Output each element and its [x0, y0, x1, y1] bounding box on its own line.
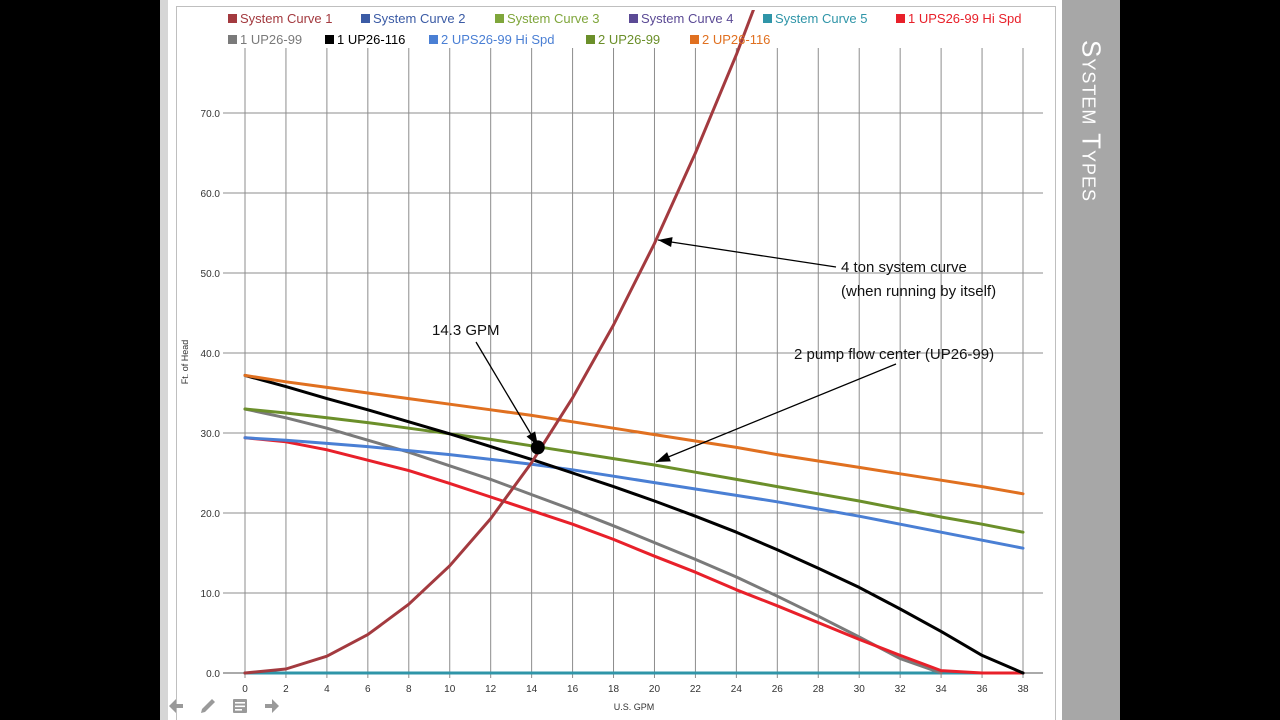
pencil-icon — [201, 699, 215, 713]
series-line-1-up26-99 — [243, 407, 943, 675]
legend-swatch — [763, 14, 772, 23]
x-tick-label: 20 — [649, 684, 661, 695]
legend-swatch — [495, 14, 504, 23]
chart-frame — [176, 6, 1056, 720]
legend-label: 2 UP26-116 — [702, 32, 770, 47]
slide-left-edge — [160, 0, 168, 720]
series-line-2-ups26-99-hi-spd — [243, 436, 1025, 550]
edit-button[interactable] — [196, 694, 220, 718]
series-line-1-up26-116 — [243, 373, 1025, 675]
y-tick-label: 30.0 — [201, 429, 221, 440]
system-curve-annotation-line1: 4 ton system curve — [841, 259, 967, 276]
legend-label: System Curve 3 — [507, 11, 599, 26]
system-curve-annotation-line2: (when running by itself) — [841, 283, 996, 300]
legend-label: 1 UPS26-99 Hi Spd — [908, 11, 1021, 26]
y-tick-label: 60.0 — [201, 189, 221, 200]
flow-center-arrow — [655, 363, 897, 463]
y-tick-label: 20.0 — [201, 509, 221, 520]
legend-swatch — [629, 14, 638, 23]
legend-label: 2 UPS26-99 Hi Spd — [441, 32, 554, 47]
system-curve-arrow — [657, 239, 837, 268]
x-tick-label: 2 — [283, 684, 289, 695]
chart-annotations: 14.3 GPM 4 ton system curve (when running … — [432, 237, 996, 463]
x-tick-label: 32 — [895, 684, 907, 695]
legend-swatch — [896, 14, 905, 23]
legend-label: System Curve 1 — [240, 11, 332, 26]
x-tick-label: 30 — [854, 684, 866, 695]
x-tick-label: 38 — [1017, 684, 1029, 695]
gpm-leader-line-head — [526, 431, 538, 446]
x-axis-label: U.S. GPM — [614, 702, 655, 712]
flow-center-arrow-head — [656, 452, 671, 462]
operating-point-marker — [530, 440, 545, 455]
x-tick-label: 10 — [444, 684, 456, 695]
y-tick-label: 50.0 — [201, 269, 221, 280]
x-tick-label: 18 — [608, 684, 620, 695]
legend-label: System Curve 5 — [775, 11, 867, 26]
series-line-1-ups26-99-hi-spd — [243, 436, 1025, 675]
legend-swatch — [361, 14, 370, 23]
chart-series — [243, 10, 1025, 675]
legend-swatch — [228, 35, 237, 44]
legend-label: 2 UP26-99 — [598, 32, 660, 47]
chart-legend: System Curve 1 System Curve 2 System Curve… — [228, 11, 1021, 47]
x-tick-label: 34 — [936, 684, 948, 695]
notes-icon — [233, 699, 247, 713]
legend-swatch — [586, 35, 595, 44]
legend-label: 1 UP26-116 — [337, 32, 405, 47]
y-axis-label: Ft. of Head — [180, 340, 190, 385]
side-panel — [1062, 0, 1120, 720]
series-line-2-up26-99 — [243, 407, 1025, 534]
y-tick-label: 70.0 — [201, 109, 221, 120]
x-tick-label: 8 — [406, 684, 412, 695]
back-arrow-icon — [169, 699, 183, 713]
x-tick-label: 36 — [976, 684, 988, 695]
y-tick-label: 10.0 — [201, 589, 221, 600]
legend-label: System Curve 2 — [373, 11, 465, 26]
y-tick-label: 40.0 — [201, 349, 221, 360]
legend-swatch — [228, 14, 237, 23]
back-button[interactable] — [164, 694, 188, 718]
forward-arrow-icon — [265, 699, 279, 713]
legend-swatch — [690, 35, 699, 44]
x-tick-label: 14 — [526, 684, 538, 695]
x-tick-label: 12 — [485, 684, 497, 695]
chart-ticks: 0 2 4 6 8 10 12 14 16 18 20 22 24 26 28 30 32 34 36 380.010… — [201, 109, 1029, 695]
gpm-leader-line — [475, 341, 539, 447]
x-tick-label: 0 — [242, 684, 248, 695]
legend-swatch — [325, 35, 334, 44]
flow-center-annotation-label: 2 pump flow center (UP26-99) — [794, 346, 994, 363]
x-tick-label: 24 — [731, 684, 743, 695]
next-button[interactable] — [260, 694, 284, 718]
legend-label: 1 UP26-99 — [240, 32, 302, 47]
x-tick-label: 22 — [690, 684, 702, 695]
y-tick-label: 0.0 — [206, 669, 220, 680]
legend-swatch — [429, 35, 438, 44]
legend-label: System Curve 4 — [641, 11, 733, 26]
notes-button[interactable] — [228, 694, 252, 718]
series-line-2-up26-116 — [243, 373, 1025, 496]
x-tick-label: 6 — [365, 684, 371, 695]
gpm-annotation-label: 14.3 GPM — [432, 322, 500, 339]
x-tick-label: 4 — [324, 684, 330, 695]
x-tick-label: 16 — [567, 684, 579, 695]
system-curve-arrow-head — [658, 237, 673, 248]
x-tick-label: 26 — [772, 684, 784, 695]
x-tick-label: 28 — [813, 684, 825, 695]
series-line-system-curve-1 — [243, 10, 755, 675]
